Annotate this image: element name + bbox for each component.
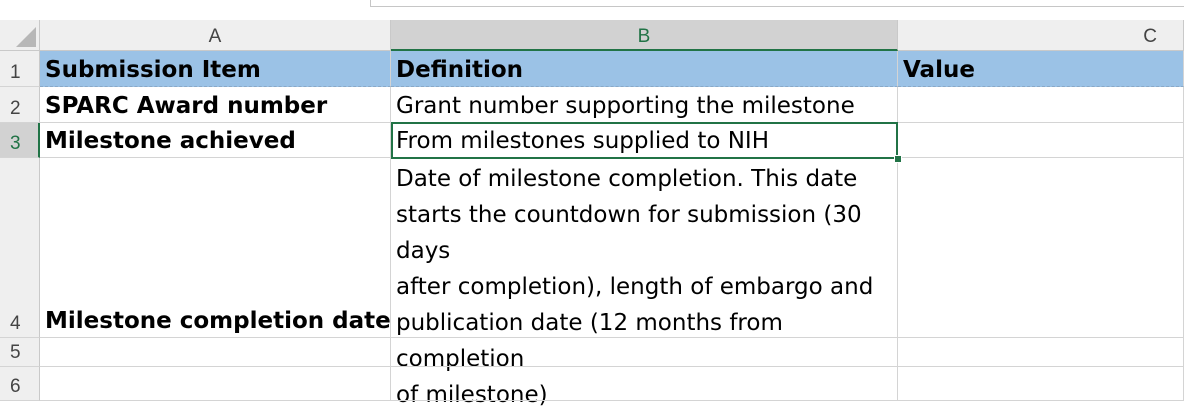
cell-b2[interactable]: Grant number supporting the milestone [391, 87, 898, 123]
fill-handle[interactable] [894, 155, 902, 163]
column-header-a[interactable]: A [40, 20, 391, 51]
cell-a3[interactable]: Milestone achieved [40, 123, 391, 158]
cell-a1-text: Submission Item [45, 57, 261, 83]
row-header-4[interactable]: 4 [0, 158, 40, 338]
cell-c6[interactable] [898, 367, 1184, 401]
cell-b5[interactable] [391, 338, 898, 367]
cell-c5[interactable] [898, 338, 1184, 367]
select-all-icon [16, 27, 36, 47]
row-header-2[interactable]: 2 [0, 87, 40, 123]
formula-bar[interactable] [370, 0, 1184, 7]
cell-a5[interactable] [40, 338, 391, 367]
cell-a2-text: SPARC Award number [45, 93, 328, 119]
row-header-3[interactable]: 3 [0, 123, 40, 158]
cell-b3[interactable]: From milestones supplied to NIH [391, 123, 898, 158]
column-header-c[interactable]: C [898, 20, 1184, 51]
cell-a6[interactable] [40, 367, 391, 401]
cell-b6[interactable] [391, 367, 898, 401]
cell-c1-text: Value [903, 57, 975, 83]
cell-c4[interactable] [898, 158, 1184, 338]
cell-c3[interactable] [898, 123, 1184, 158]
cell-b1-text: Definition [396, 57, 524, 83]
spreadsheet-grid: A B C 1 2 3 4 5 6 Submission Item Defini… [0, 20, 1184, 408]
cell-b2-text: Grant number supporting the milestone [396, 93, 855, 119]
cell-a4-text: Milestone completion date [45, 308, 391, 334]
select-all-button[interactable] [0, 20, 40, 51]
cell-a3-text: Milestone achieved [45, 128, 296, 154]
cell-b4-text: Date of milestone completion. This date … [396, 166, 874, 408]
cell-b1[interactable]: Definition [391, 51, 898, 87]
cell-a4[interactable]: Milestone completion date [40, 158, 391, 338]
row-header-5[interactable]: 5 [0, 338, 40, 367]
cell-a1[interactable]: Submission Item [40, 51, 391, 87]
column-header-b[interactable]: B [391, 20, 898, 51]
cell-b4[interactable]: Date of milestone completion. This date … [391, 158, 898, 408]
row-header-6[interactable]: 6 [0, 367, 40, 401]
cell-c1[interactable]: Value [898, 51, 1184, 87]
column-header-row: A B C [0, 20, 1184, 51]
cell-b3-text: From milestones supplied to NIH [396, 128, 770, 154]
formula-bar-area [0, 0, 1184, 20]
row-header-1[interactable]: 1 [0, 51, 40, 87]
cell-a2[interactable]: SPARC Award number [40, 87, 391, 123]
cell-c2[interactable] [898, 87, 1184, 123]
